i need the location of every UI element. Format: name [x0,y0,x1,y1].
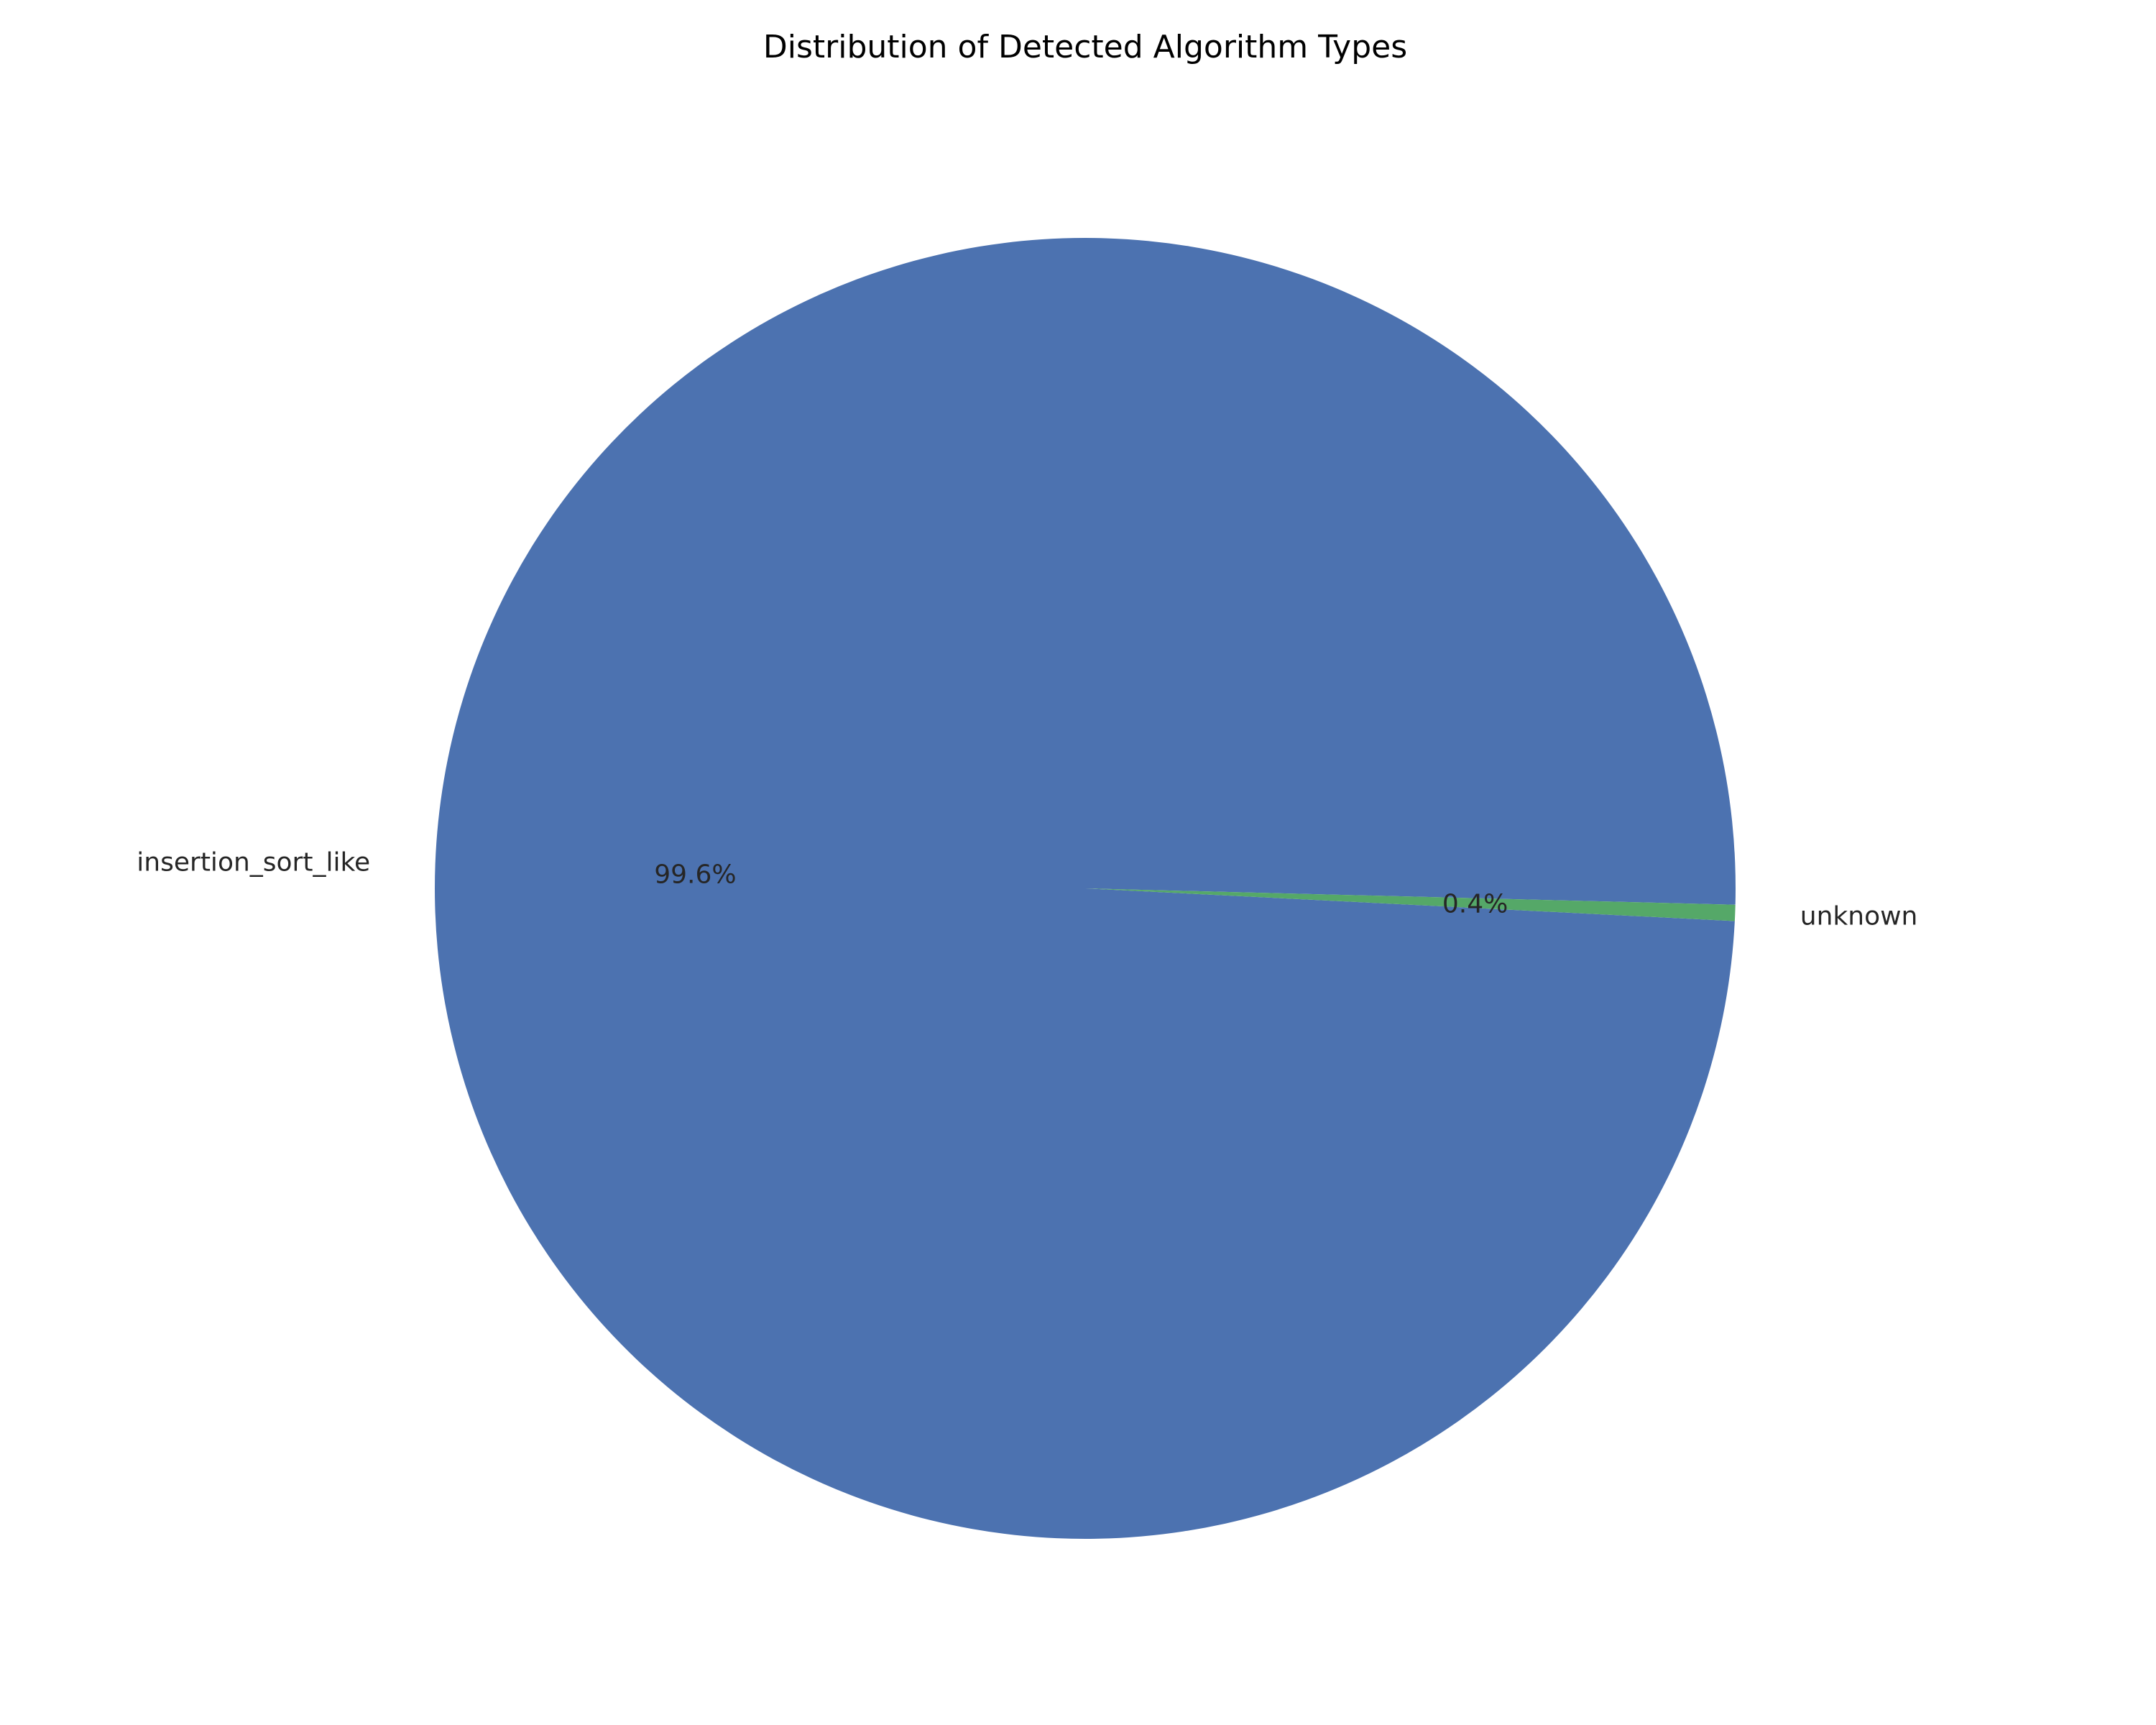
slice-label-insertion-sort-like: insertion_sort_like [137,847,370,877]
pct-label-unknown: 0.4% [1442,889,1508,919]
pie-slice-unknown [1085,888,1736,921]
pie-labels: insertion_sort_like 99.6% unknown 0.4% [137,847,1917,931]
chart-title: Distribution of Detected Algorithm Types [763,29,1407,65]
slice-label-unknown: unknown [1800,902,1918,932]
pie-slices [435,237,1736,1539]
pie-slice-insertion-sort-like [435,237,1736,1539]
pct-label-insertion-sort-like: 99.6% [654,860,736,890]
